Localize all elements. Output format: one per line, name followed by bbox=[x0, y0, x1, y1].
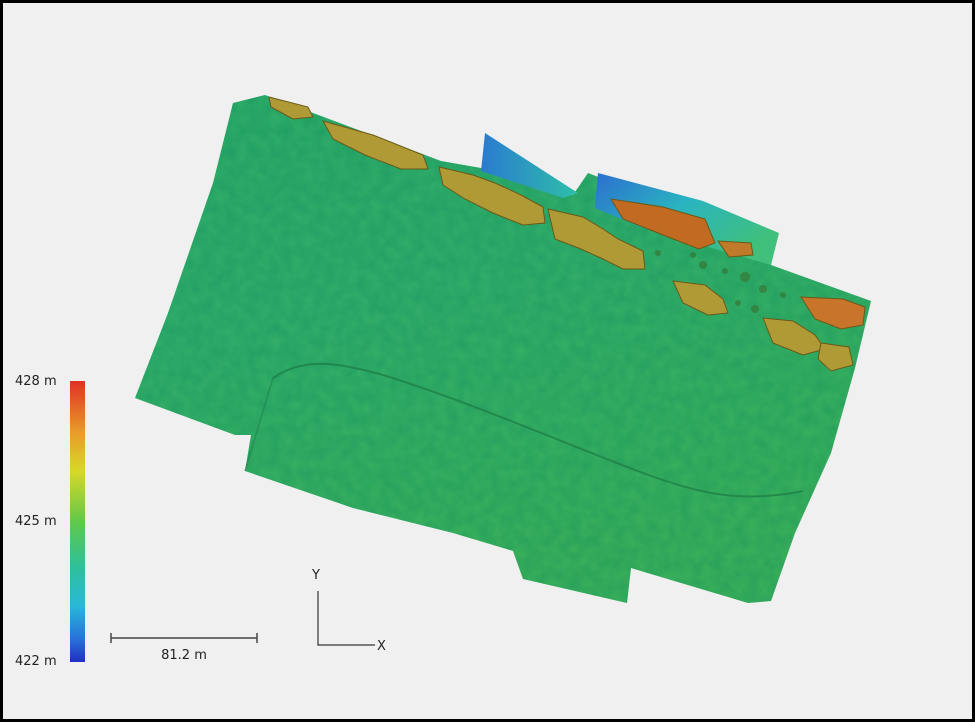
elevation-colorbar bbox=[70, 381, 85, 662]
rock-outcrops bbox=[268, 96, 866, 372]
rock-detail bbox=[655, 250, 786, 313]
x-axis-label: X bbox=[377, 639, 386, 654]
elevation-map[interactable] bbox=[3, 3, 972, 719]
scale-bar bbox=[110, 633, 258, 643]
low-elevation-wedge bbox=[481, 133, 578, 198]
legend-min-label: 422 m bbox=[15, 654, 57, 669]
axis-indicator bbox=[317, 591, 375, 646]
track-line bbox=[272, 362, 804, 498]
scale-bar-label: 81.2 m bbox=[161, 648, 207, 663]
legend-mid-label: 425 m bbox=[15, 514, 57, 529]
y-axis-label: Y bbox=[312, 568, 320, 583]
legend-max-label: 428 m bbox=[15, 374, 57, 389]
